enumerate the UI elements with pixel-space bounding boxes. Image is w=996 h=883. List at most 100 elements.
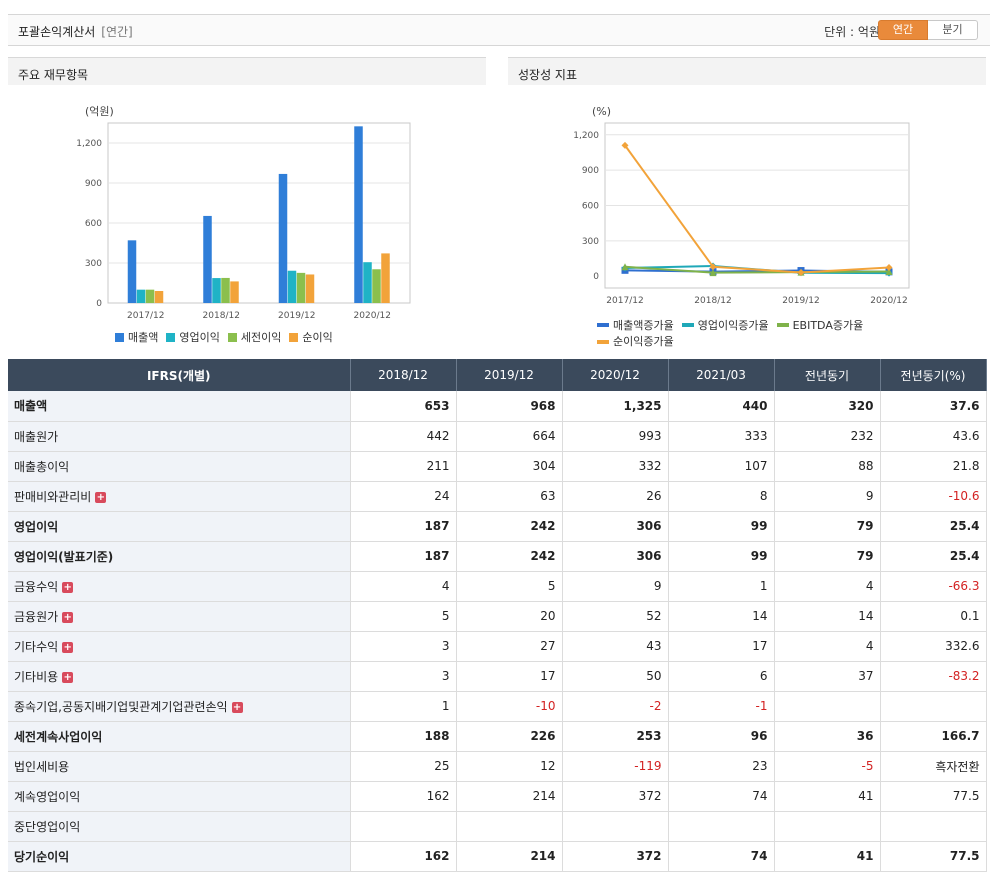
table-cell: 3 bbox=[350, 631, 457, 662]
table-cell: 372 bbox=[562, 781, 669, 812]
table-cell: 99 bbox=[668, 541, 775, 572]
table-cell: 25.4 bbox=[880, 511, 987, 542]
table-cell: -1 bbox=[668, 691, 775, 722]
table-cell: 226 bbox=[456, 721, 563, 752]
legend-item[interactable]: 영업이익증가율 bbox=[681, 318, 769, 333]
row-label-text: 법인세비용 bbox=[14, 759, 70, 774]
table-row: 영업이익(발표기준) 187 242 306 99 79 25.4 bbox=[8, 541, 987, 572]
line-point bbox=[797, 268, 805, 276]
table-cell: 20 bbox=[456, 601, 563, 632]
bar bbox=[136, 289, 146, 303]
bar bbox=[363, 262, 372, 303]
table-cell: 332 bbox=[562, 451, 669, 482]
table-cell: 79 bbox=[774, 511, 881, 542]
expand-plus-icon[interactable]: + bbox=[95, 491, 107, 503]
row-label: 계속영업이익 bbox=[8, 781, 351, 812]
series-line bbox=[624, 265, 890, 274]
table-header-period: 2021/03 bbox=[668, 359, 775, 391]
annual-toggle-button[interactable]: 연간 bbox=[878, 20, 928, 40]
row-label-text: 매출액 bbox=[14, 399, 48, 414]
x-tick-label: 2018/12 bbox=[203, 311, 240, 320]
legend-item[interactable]: 매출액 bbox=[115, 329, 158, 345]
y-axis-unit-label: (%) bbox=[592, 105, 611, 118]
y-tick-label: 0 bbox=[96, 299, 102, 309]
bar bbox=[230, 281, 239, 303]
table-cell: 흑자전환 bbox=[880, 751, 987, 782]
period-toggle: 연간 분기 bbox=[878, 20, 978, 40]
table-cell: 320 bbox=[774, 391, 881, 422]
expand-plus-icon[interactable]: + bbox=[231, 701, 243, 713]
row-label-text: 영업이익 bbox=[14, 519, 59, 534]
table-row: 매출총이익 211 304 332 107 88 21.8 bbox=[8, 451, 987, 482]
row-label-text: 계속영업이익 bbox=[14, 789, 81, 804]
legend-item[interactable]: EBITDA증가율 bbox=[776, 318, 864, 333]
expand-plus-icon[interactable]: + bbox=[62, 671, 74, 683]
x-tick-label: 2020/12 bbox=[870, 296, 907, 306]
legend-item[interactable]: 매출액증가율 bbox=[597, 318, 674, 333]
row-label: 기타수익 + bbox=[8, 631, 351, 662]
table-cell bbox=[880, 811, 987, 842]
y-tick-label: 1,200 bbox=[573, 131, 599, 141]
row-label: 법인세비용 bbox=[8, 751, 351, 782]
table-row: 당기순이익 162 214 372 74 41 77.5 bbox=[8, 841, 987, 872]
table-cell: 187 bbox=[350, 511, 457, 542]
x-tick-label: 2020/12 bbox=[354, 311, 391, 320]
main-items-panel-title: 주요 재무항목 bbox=[8, 57, 486, 85]
table-cell: 0.1 bbox=[880, 601, 987, 632]
legend-item[interactable]: 순이익 bbox=[289, 329, 333, 345]
table-cell: 37 bbox=[774, 661, 881, 692]
line-point bbox=[621, 141, 629, 149]
statement-header: 포괄손익계산서 [연간] 단위 : 억원 연간 분기 bbox=[8, 14, 990, 46]
row-label-text: 영업이익(발표기준) bbox=[14, 549, 114, 564]
table-cell: 24 bbox=[350, 481, 457, 512]
y-tick-label: 300 bbox=[582, 237, 599, 247]
financial-items-bar-chart: (억원) 0 300 600 900 1,200 2017/12 2018/12 2019/12… bbox=[76, 105, 411, 320]
legend-swatch bbox=[776, 323, 789, 327]
table-cell bbox=[774, 811, 881, 842]
expand-plus-icon[interactable]: + bbox=[62, 641, 74, 653]
unit-label: 단위 : 억원 bbox=[824, 25, 880, 39]
quarterly-toggle-button[interactable]: 분기 bbox=[928, 20, 978, 40]
y-tick-label: 1,200 bbox=[76, 139, 102, 149]
table-row: 법인세비용 25 12 -119 23 -5 흑자전환 bbox=[8, 751, 987, 782]
table-row: 종속기업,공동지배기업및관계기업관련손익 +1 -10 -2 -1 bbox=[8, 691, 987, 722]
table-cell: 211 bbox=[350, 451, 457, 482]
legend-item[interactable]: 세전이익 bbox=[227, 329, 282, 345]
period-label: [연간] bbox=[101, 25, 133, 39]
legend-label: 순이익증가율 bbox=[613, 335, 674, 348]
bar bbox=[354, 126, 363, 303]
expand-plus-icon[interactable]: + bbox=[62, 611, 74, 623]
table-row: 계속영업이익 162 214 372 74 41 77.5 bbox=[8, 781, 987, 812]
table-cell: 968 bbox=[456, 391, 563, 422]
expand-plus-icon[interactable]: + bbox=[62, 581, 74, 593]
y-tick-label: 900 bbox=[85, 179, 102, 189]
bar bbox=[296, 272, 306, 303]
table-row: 기타수익 +3 27 43 17 4 332.6 bbox=[8, 631, 987, 662]
table-cell: 8 bbox=[668, 481, 775, 512]
row-label: 매출총이익 bbox=[8, 451, 351, 482]
table-cell: 43 bbox=[562, 631, 669, 662]
table-cell: 242 bbox=[456, 541, 563, 572]
table-cell: -83.2 bbox=[880, 661, 987, 692]
legend-label: EBITDA증가율 bbox=[792, 318, 864, 332]
row-label: 영업이익(발표기준) bbox=[8, 541, 351, 572]
table-cell: -10 bbox=[456, 691, 563, 722]
legend-label: 세전이익 bbox=[240, 331, 282, 344]
table-cell: 41 bbox=[774, 781, 881, 812]
table-cell bbox=[350, 811, 457, 842]
table-cell: 17 bbox=[668, 631, 775, 662]
table-cell: 5 bbox=[456, 571, 563, 602]
legend-item[interactable]: 영업이익 bbox=[166, 329, 220, 345]
table-cell: 52 bbox=[562, 601, 669, 632]
legend-item[interactable]: 순이익증가율 bbox=[597, 334, 674, 349]
table-cell: 43.6 bbox=[880, 421, 987, 452]
row-label: 금융원가 + bbox=[8, 601, 351, 632]
table-cell: 17 bbox=[456, 661, 563, 692]
table-cell: 14 bbox=[668, 601, 775, 632]
table-row: 중단영업이익 bbox=[8, 811, 987, 842]
row-label-text: 당기순이익 bbox=[14, 849, 70, 864]
legend-label: 영업이익증가율 bbox=[697, 318, 769, 332]
legend-swatch bbox=[115, 332, 124, 342]
table-cell: -10.6 bbox=[880, 481, 987, 512]
table-cell: 1 bbox=[668, 571, 775, 602]
